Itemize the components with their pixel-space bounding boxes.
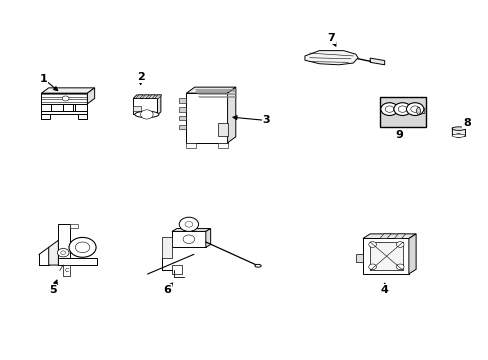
Circle shape [368,242,376,247]
Text: 7: 7 [327,33,335,43]
Polygon shape [63,265,70,276]
Polygon shape [148,95,155,99]
Polygon shape [58,224,70,258]
Text: 1: 1 [40,74,48,84]
Text: 6: 6 [163,285,171,295]
Circle shape [75,242,90,253]
Polygon shape [418,107,424,114]
Polygon shape [186,143,196,148]
Polygon shape [133,95,161,99]
Polygon shape [41,93,87,104]
Text: 5: 5 [49,285,57,295]
Polygon shape [218,123,227,136]
Ellipse shape [451,134,464,137]
Polygon shape [369,58,384,65]
Circle shape [57,248,69,257]
Ellipse shape [451,127,464,130]
Circle shape [62,96,69,101]
Polygon shape [305,51,357,65]
Polygon shape [379,97,425,127]
Polygon shape [362,238,408,274]
Polygon shape [379,234,390,238]
Polygon shape [205,229,210,247]
Circle shape [183,235,194,243]
Polygon shape [172,229,210,231]
Polygon shape [451,128,465,136]
Polygon shape [393,234,405,238]
Polygon shape [41,114,50,119]
Text: 8: 8 [462,118,470,128]
Polygon shape [179,99,186,103]
Polygon shape [362,234,415,238]
Polygon shape [133,105,140,111]
Circle shape [380,103,397,116]
Polygon shape [157,95,161,114]
Polygon shape [186,87,235,93]
Circle shape [61,251,65,255]
Circle shape [393,103,410,116]
Polygon shape [63,104,73,111]
Polygon shape [218,143,227,148]
Polygon shape [227,87,235,143]
Circle shape [140,110,153,119]
Circle shape [179,217,198,231]
Ellipse shape [135,111,159,118]
Text: 3: 3 [262,116,269,125]
Polygon shape [179,107,186,112]
Circle shape [455,134,461,138]
Polygon shape [369,242,402,270]
Polygon shape [136,95,142,99]
Polygon shape [179,125,186,129]
Polygon shape [41,104,51,111]
Polygon shape [154,95,162,99]
Ellipse shape [416,107,420,114]
Polygon shape [41,88,95,93]
Text: C: C [64,268,69,273]
Circle shape [395,242,403,247]
Polygon shape [408,234,415,274]
Ellipse shape [254,264,261,267]
Polygon shape [78,114,87,119]
Text: 9: 9 [394,130,402,140]
Polygon shape [172,265,181,274]
Polygon shape [133,99,157,114]
Polygon shape [75,104,87,111]
Polygon shape [172,231,205,247]
Polygon shape [41,111,87,114]
Circle shape [368,264,376,270]
Circle shape [397,106,406,112]
Circle shape [395,264,403,270]
Polygon shape [186,93,227,143]
Circle shape [410,106,419,112]
Polygon shape [87,88,95,104]
Text: 2: 2 [137,72,144,82]
Circle shape [385,106,393,112]
Polygon shape [142,95,149,99]
Polygon shape [49,240,58,265]
Polygon shape [162,237,172,258]
Circle shape [184,221,192,227]
Circle shape [69,238,96,257]
Text: 4: 4 [380,285,388,295]
Polygon shape [58,258,97,265]
Circle shape [406,103,423,116]
Polygon shape [70,224,78,228]
Polygon shape [355,255,362,261]
Polygon shape [179,116,186,121]
